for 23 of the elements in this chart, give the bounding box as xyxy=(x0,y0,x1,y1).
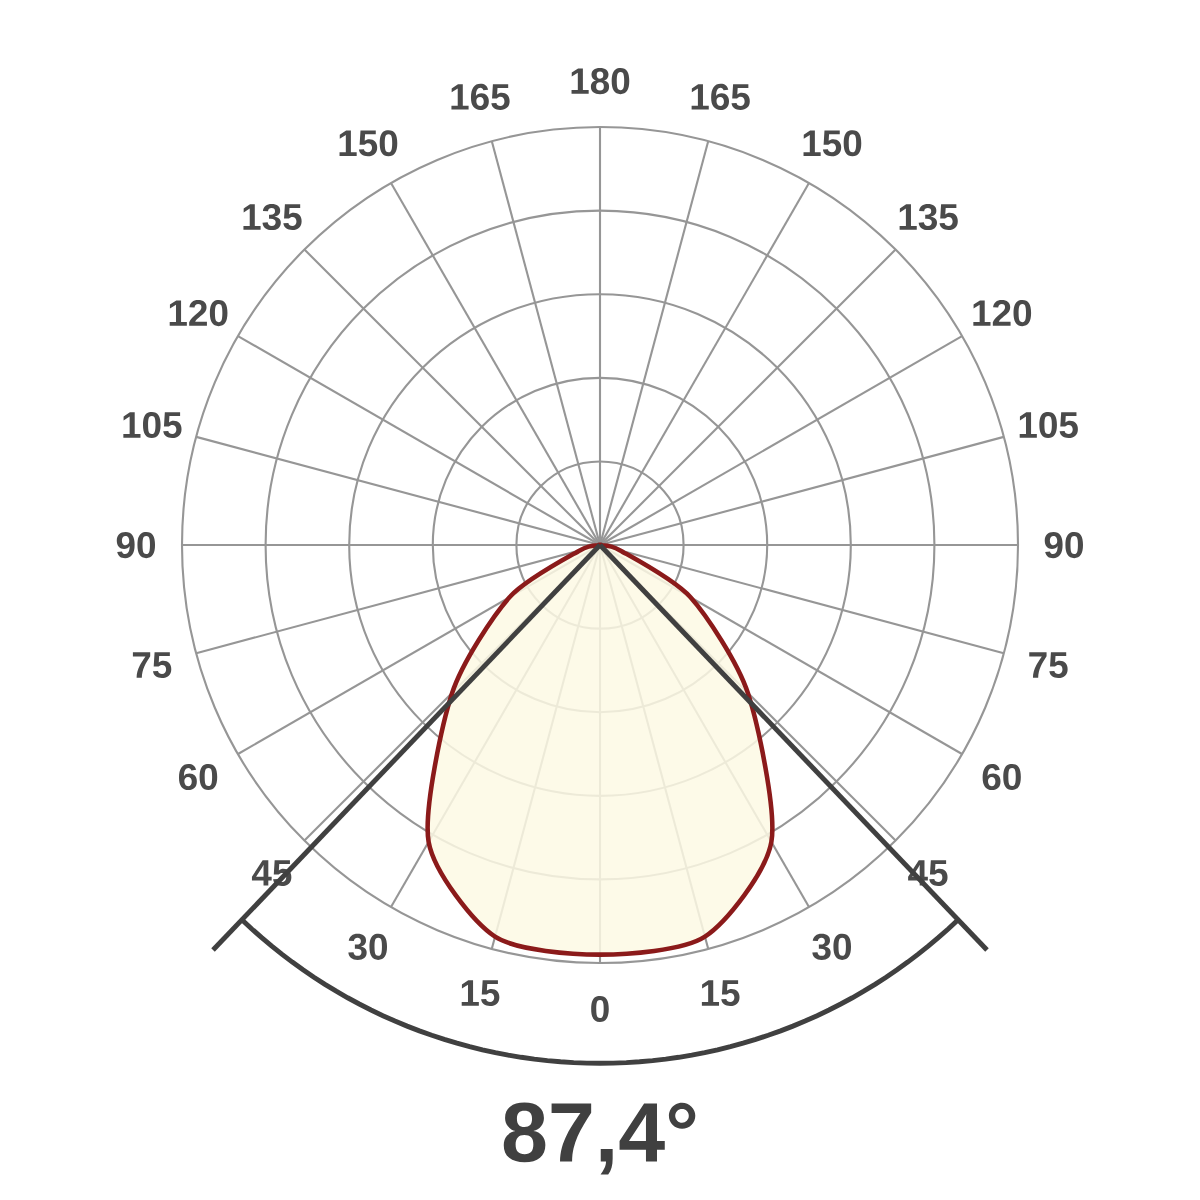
spoke-label: 105 xyxy=(123,411,182,439)
spoke-label: 165 xyxy=(451,83,510,110)
spoke-label: 90 xyxy=(116,532,156,559)
spoke-label: 75 xyxy=(1029,652,1068,679)
spoke-label: 60 xyxy=(982,763,1021,791)
spoke-label: 75 xyxy=(132,652,172,679)
spoke-label: 150 xyxy=(339,130,398,157)
spoke-label: 120 xyxy=(169,300,228,327)
spoke-label: 165 xyxy=(691,83,750,110)
spoke-label: 135 xyxy=(899,203,958,231)
spoke-label: 15 xyxy=(701,980,740,1007)
spoke-label: 180 xyxy=(571,68,630,95)
spoke-label: 120 xyxy=(973,300,1032,327)
spoke-label: 15 xyxy=(461,980,500,1007)
spoke-label: 150 xyxy=(803,130,862,157)
spoke-label: 105 xyxy=(1019,411,1078,439)
spoke-label: 30 xyxy=(348,933,388,960)
spoke-label: 30 xyxy=(812,933,852,960)
spoke-label: 135 xyxy=(243,203,302,231)
text: 87,4° xyxy=(503,1102,696,1175)
spoke-label: 60 xyxy=(178,763,218,791)
spoke-label: 0 xyxy=(591,995,609,1023)
spoke-label: 90 xyxy=(1044,532,1083,559)
